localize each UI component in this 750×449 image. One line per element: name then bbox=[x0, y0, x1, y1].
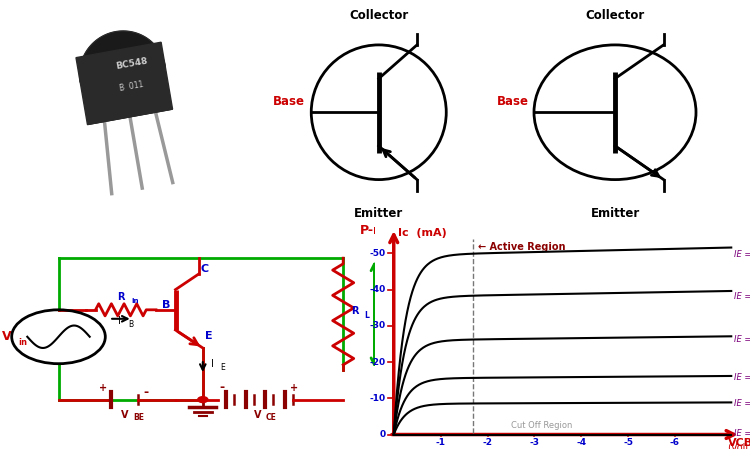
Text: V: V bbox=[380, 309, 388, 319]
Text: in: in bbox=[132, 298, 140, 304]
Text: B: B bbox=[128, 320, 133, 329]
Text: -40: -40 bbox=[369, 285, 386, 294]
Text: V: V bbox=[2, 330, 11, 343]
Text: I: I bbox=[211, 359, 214, 369]
Text: V: V bbox=[121, 409, 128, 419]
Text: R: R bbox=[351, 306, 358, 316]
Text: -3: -3 bbox=[530, 438, 539, 447]
Text: -6: -6 bbox=[670, 438, 680, 447]
Text: C: C bbox=[201, 264, 209, 273]
Text: P-n-P: P-n-P bbox=[360, 224, 398, 238]
Text: IE = 0mA: IE = 0mA bbox=[734, 429, 750, 438]
Text: n-P-n: n-P-n bbox=[596, 224, 634, 238]
Text: 0: 0 bbox=[380, 430, 386, 439]
Text: Collector: Collector bbox=[349, 9, 408, 22]
Text: -1: -1 bbox=[436, 438, 445, 447]
Text: IE = 50mA: IE = 50mA bbox=[734, 250, 750, 259]
Text: Collector: Collector bbox=[585, 9, 644, 22]
Text: IE = 30mA: IE = 30mA bbox=[734, 335, 750, 344]
Text: IE = 10mA: IE = 10mA bbox=[734, 399, 750, 408]
Text: R: R bbox=[117, 292, 124, 302]
Text: -2: -2 bbox=[482, 438, 493, 447]
Polygon shape bbox=[76, 42, 172, 124]
Text: I: I bbox=[118, 317, 121, 326]
Text: -4: -4 bbox=[576, 438, 586, 447]
Text: -10: -10 bbox=[369, 394, 386, 403]
Text: VCB: VCB bbox=[728, 438, 750, 448]
Text: -: - bbox=[220, 381, 225, 394]
Text: out: out bbox=[388, 315, 401, 324]
Text: +: + bbox=[99, 383, 107, 393]
Text: BE: BE bbox=[134, 414, 145, 423]
Text: -20: -20 bbox=[369, 357, 386, 366]
Text: -: - bbox=[144, 386, 148, 399]
Circle shape bbox=[198, 397, 208, 402]
Text: B: B bbox=[162, 299, 170, 309]
Text: Base: Base bbox=[273, 95, 304, 108]
Polygon shape bbox=[80, 31, 172, 124]
Text: (Volt): (Volt) bbox=[728, 442, 750, 449]
Text: Ic  (mA): Ic (mA) bbox=[398, 228, 447, 238]
Text: BC548: BC548 bbox=[116, 57, 148, 71]
Text: IE = 40mA: IE = 40mA bbox=[734, 292, 750, 301]
Text: +: + bbox=[290, 383, 298, 393]
Text: V: V bbox=[254, 409, 261, 419]
Text: ← Active Region: ← Active Region bbox=[478, 242, 566, 252]
Text: Emitter: Emitter bbox=[590, 207, 640, 220]
Text: B  011: B 011 bbox=[119, 80, 145, 93]
Text: E: E bbox=[220, 363, 225, 372]
Text: -30: -30 bbox=[369, 321, 386, 330]
Text: -5: -5 bbox=[623, 438, 633, 447]
Text: Emitter: Emitter bbox=[354, 207, 404, 220]
Text: CE: CE bbox=[266, 414, 277, 423]
Text: in: in bbox=[19, 338, 28, 347]
Text: IE = 20mA: IE = 20mA bbox=[734, 373, 750, 382]
Text: E: E bbox=[205, 331, 212, 341]
Text: L: L bbox=[364, 311, 370, 320]
Text: -50: -50 bbox=[369, 249, 386, 258]
Text: Base: Base bbox=[496, 95, 529, 108]
Text: Cut Off Region: Cut Off Region bbox=[511, 421, 572, 430]
